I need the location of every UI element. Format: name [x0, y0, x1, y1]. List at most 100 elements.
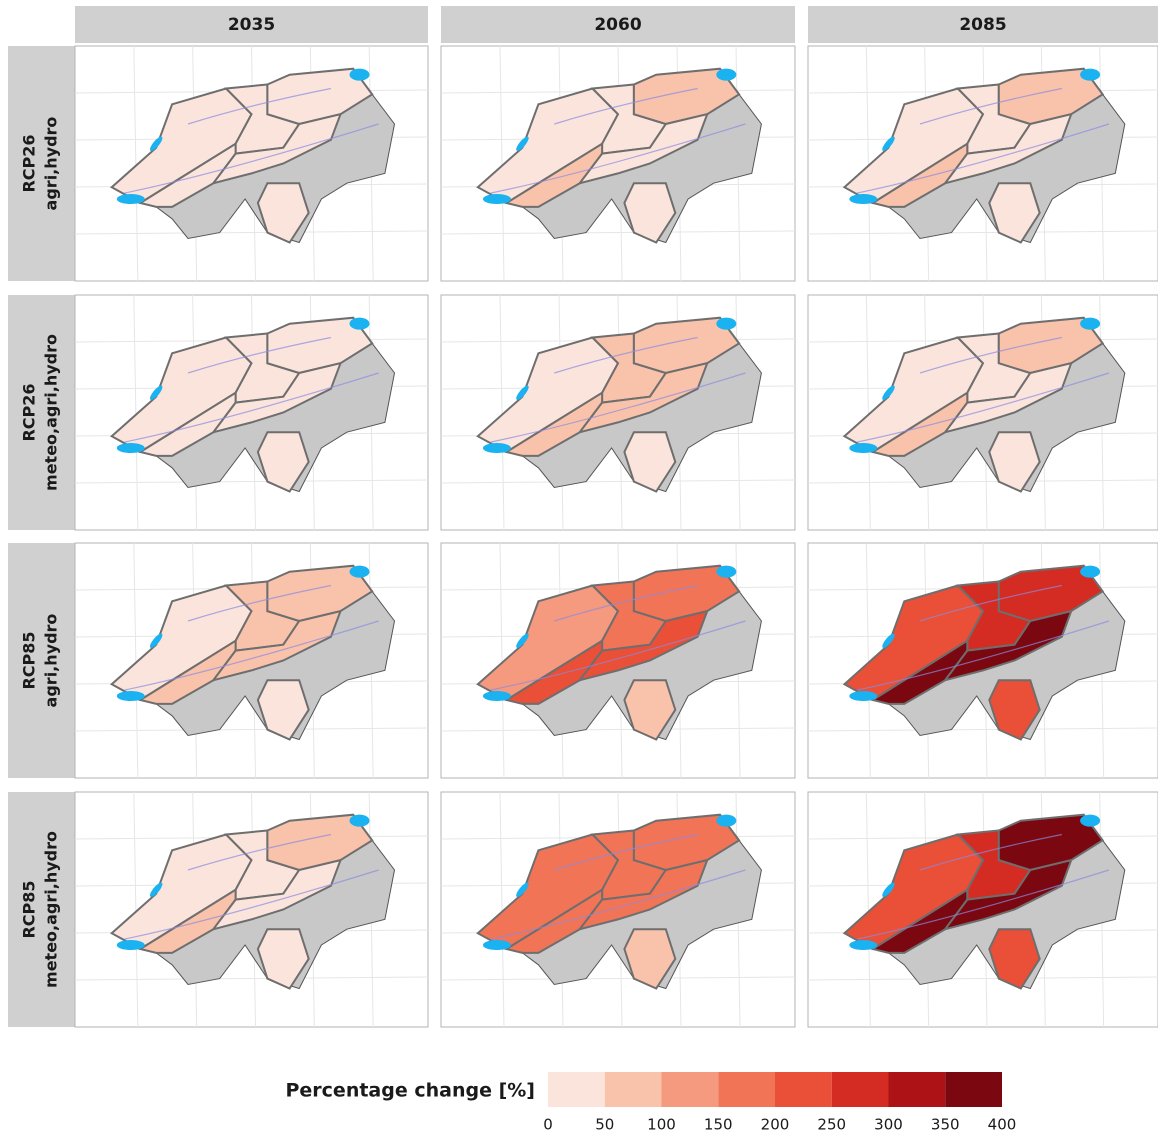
- legend-label: 100: [647, 1116, 676, 1134]
- graticule: [440, 230, 796, 235]
- lake: [716, 565, 737, 578]
- river: [919, 87, 1062, 125]
- catchment: [632, 564, 741, 623]
- column-strip: [75, 6, 428, 43]
- river: [187, 584, 332, 622]
- graticule: [440, 727, 796, 732]
- lake: [849, 194, 878, 205]
- catchment: [942, 112, 1073, 185]
- river: [554, 87, 698, 125]
- lake: [516, 136, 529, 151]
- column-strip: [441, 6, 795, 43]
- catchment: [988, 431, 1041, 493]
- lake: [116, 443, 145, 454]
- river: [490, 372, 746, 443]
- graticule: [865, 791, 871, 1028]
- river: [919, 584, 1062, 622]
- lake: [116, 940, 145, 951]
- catchment: [997, 564, 1105, 623]
- lake: [349, 317, 370, 330]
- lake: [482, 194, 511, 205]
- catchment: [577, 112, 709, 185]
- catchment: [632, 813, 741, 872]
- catchment: [632, 67, 741, 126]
- row-label: agri,hydro: [42, 614, 61, 708]
- lake: [349, 565, 370, 578]
- lake: [349, 68, 370, 81]
- column-header: 2035: [228, 15, 275, 35]
- catchment: [623, 679, 677, 741]
- column-header: 2060: [594, 15, 641, 35]
- catchment: [577, 361, 709, 434]
- lake: [116, 194, 145, 205]
- graticule: [807, 230, 1158, 235]
- row-label: RCP85: [20, 880, 39, 938]
- lake: [349, 814, 370, 827]
- lake: [1080, 68, 1101, 81]
- lake: [1080, 565, 1101, 578]
- river: [124, 869, 379, 940]
- lake: [149, 882, 163, 897]
- legend-label: 0: [543, 1116, 553, 1134]
- catchment: [210, 858, 343, 931]
- river: [490, 123, 746, 194]
- catchment: [623, 431, 677, 493]
- graticule: [807, 727, 1158, 732]
- catchment: [988, 182, 1041, 244]
- legend-label: 250: [817, 1116, 846, 1134]
- legend-swatch: [548, 1072, 605, 1107]
- catchment: [210, 609, 343, 682]
- graticule: [440, 976, 796, 981]
- catchment: [997, 813, 1105, 872]
- lake: [149, 136, 163, 151]
- catchment: [623, 928, 677, 990]
- river: [124, 620, 379, 691]
- lake: [716, 814, 737, 827]
- graticule: [499, 294, 505, 531]
- catchment: [266, 813, 374, 872]
- graticule: [133, 791, 139, 1028]
- legend-label: 300: [874, 1116, 903, 1134]
- catchment: [256, 928, 310, 990]
- lake: [116, 691, 145, 702]
- lake: [849, 940, 878, 951]
- river: [187, 833, 332, 871]
- graticule: [865, 45, 871, 282]
- lake: [516, 385, 529, 400]
- catchment: [632, 316, 741, 375]
- legend-label: 200: [761, 1116, 790, 1134]
- graticule: [133, 45, 139, 282]
- lake: [482, 691, 511, 702]
- lake: [882, 136, 895, 151]
- row-strip: [8, 46, 75, 281]
- legend-swatch: [661, 1072, 719, 1107]
- legend-swatch: [831, 1072, 889, 1107]
- lake: [716, 68, 737, 81]
- graticule: [807, 479, 1158, 484]
- river: [919, 833, 1062, 871]
- catchment: [577, 858, 709, 931]
- river: [554, 336, 698, 374]
- catchment: [997, 316, 1105, 375]
- river: [919, 336, 1062, 374]
- catchment: [942, 858, 1073, 931]
- legend-title: Percentage change [%]: [285, 1080, 535, 1102]
- legend-label: 50: [595, 1116, 614, 1134]
- river: [490, 869, 746, 940]
- lake: [849, 691, 878, 702]
- graticule: [133, 294, 139, 531]
- lake: [882, 882, 895, 897]
- graticule: [499, 791, 505, 1028]
- lake: [849, 443, 878, 454]
- legend-swatch: [604, 1072, 662, 1107]
- river: [856, 869, 1110, 940]
- catchment: [988, 679, 1041, 741]
- catchment: [266, 316, 374, 375]
- graticule: [74, 727, 429, 732]
- catchment: [210, 361, 343, 434]
- lake: [516, 882, 529, 897]
- river: [187, 336, 332, 374]
- column-strip: [808, 6, 1158, 43]
- row-strip: [8, 543, 75, 778]
